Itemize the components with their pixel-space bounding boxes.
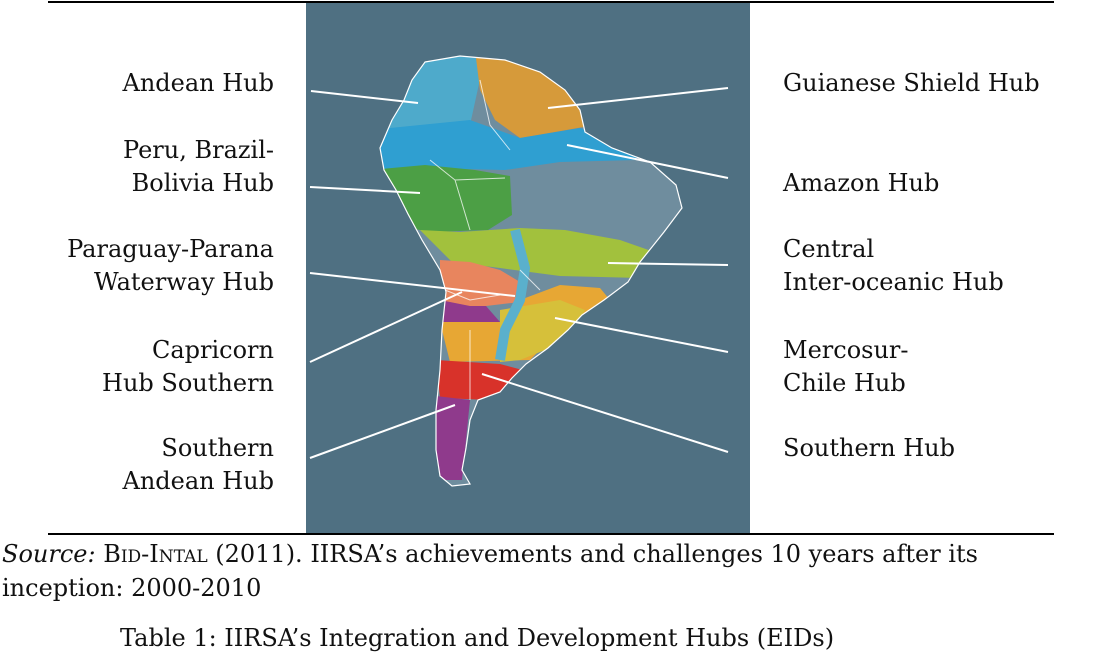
- south-america-hub-map: [309, 55, 729, 487]
- peru-bolivia-hub-region: [380, 165, 512, 232]
- label-peru-brazil-bolivia-hub: Peru, Brazil- Bolivia Hub: [123, 136, 274, 197]
- bottom-rule: [48, 533, 1054, 535]
- next-caption-fragment: Table 1: IIRSA’s Integration and Develop…: [120, 624, 835, 652]
- leader-lines: [309, 87, 729, 459]
- source-author: Bid-Intal: [103, 540, 208, 568]
- leader-andean: [310, 90, 419, 104]
- leader-mercosur: [554, 317, 729, 353]
- leader-amazon: [566, 144, 729, 179]
- label-mercosur-chile-hub: Mercosur- Chile Hub: [783, 336, 909, 397]
- amazon-hub-region: [380, 120, 640, 172]
- source-caption: Source: Bid-Intal (2011). IIRSA’s achiev…: [2, 537, 1100, 605]
- leader-central: [607, 262, 729, 266]
- label-capricorn-hub: Capricorn Hub Southern: [102, 336, 274, 397]
- southern-andean-hub-region: [436, 396, 470, 480]
- continent-outline: [379, 55, 683, 487]
- country-borders: [429, 79, 541, 400]
- leader-peru: [309, 186, 421, 194]
- leader-paraguay: [309, 272, 516, 297]
- label-southern-andean-hub: Southern Andean Hub: [122, 434, 275, 495]
- waterway-river: [495, 228, 531, 361]
- leader-capricorn: [309, 291, 463, 363]
- label-guianese-shield-hub: Guianese Shield Hub: [783, 69, 1040, 97]
- source-label: Source:: [2, 540, 96, 568]
- top-rule: [48, 1, 1054, 3]
- leader-southern-andean: [309, 404, 456, 459]
- label-paraguay-parana-hub: Paraguay-Parana Waterway Hub: [67, 235, 274, 296]
- paraguay-hub-region: [440, 260, 520, 312]
- leader-guianese: [547, 87, 729, 109]
- leader-southern: [481, 373, 729, 453]
- label-andean-hub: Andean Hub: [122, 69, 275, 97]
- source-text: (2011). IIRSA’s achievements and challen…: [2, 540, 978, 602]
- label-amazon-hub: Amazon Hub: [783, 169, 940, 197]
- label-southern-hub: Southern Hub: [783, 434, 955, 462]
- mercosur-hub-region: [500, 300, 585, 362]
- label-central-interoceanic-hub: Central Inter-oceanic Hub: [783, 235, 1004, 296]
